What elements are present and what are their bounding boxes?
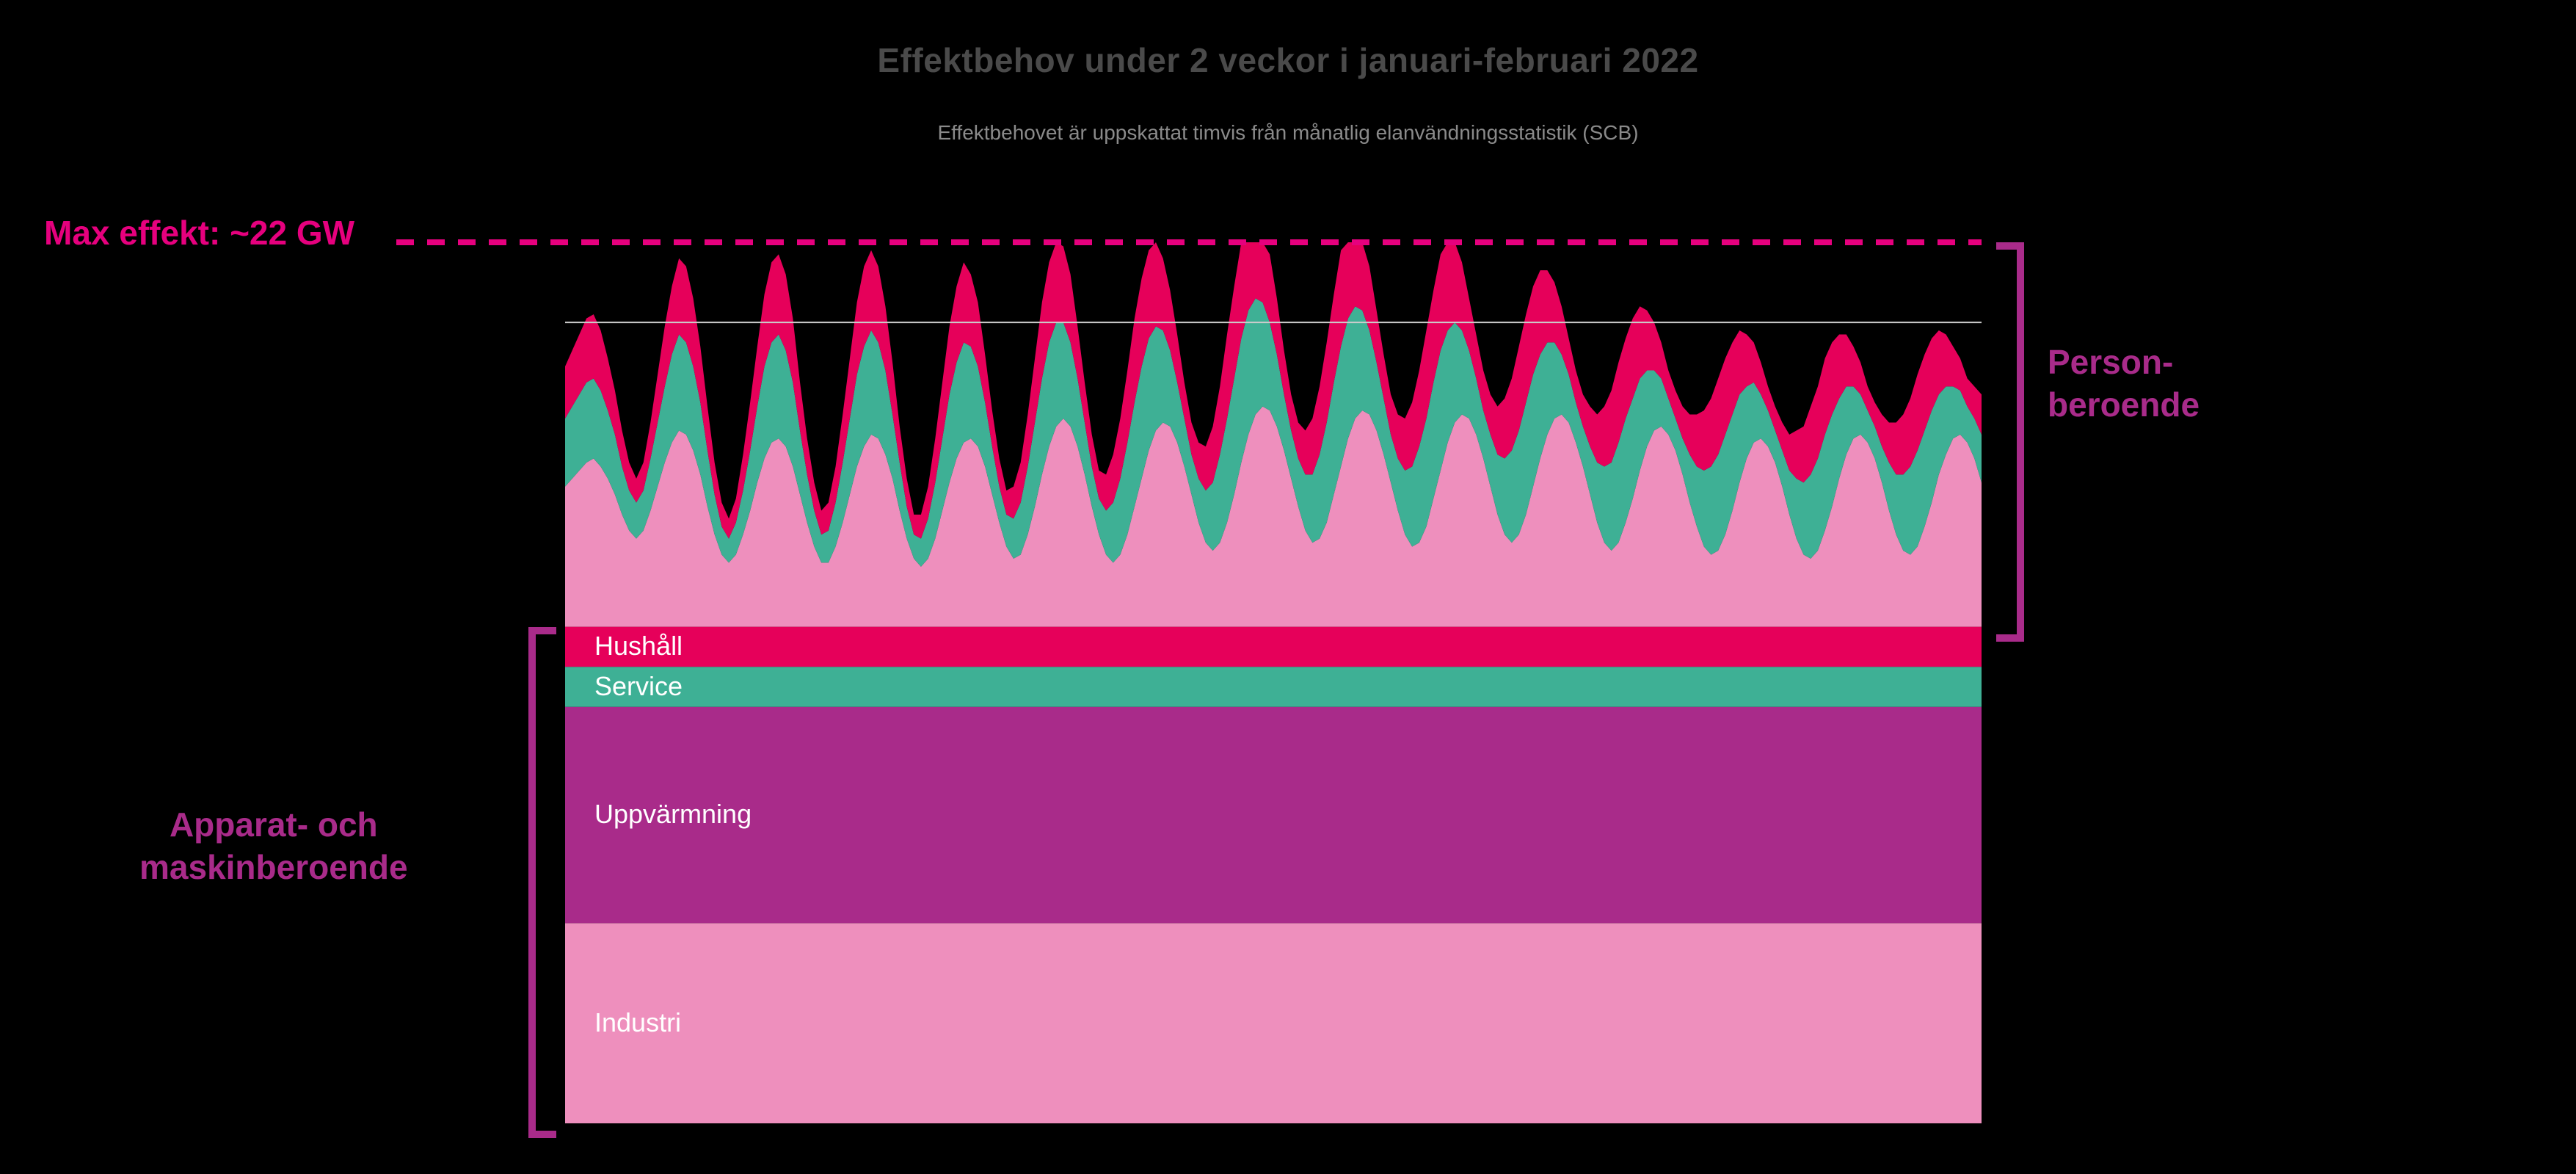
left-annotation-label: Apparat- och maskinberoende — [139, 804, 408, 888]
left-annotation-line2: maskinberoende — [139, 847, 408, 889]
right-annotation-line1: Person- — [2048, 341, 2200, 384]
right-annotation-line2: beroende — [2048, 384, 2200, 427]
stacked-area-chart — [0, 0, 2576, 1174]
band-label-industri: Industri — [594, 1007, 681, 1038]
right-annotation-label: Person- beroende — [2048, 341, 2200, 426]
band-label-uppvarm: Uppvärmning — [594, 799, 752, 830]
band-label-service_b: Service — [594, 671, 683, 702]
band-label-hushall_b: Hushåll — [594, 631, 683, 662]
left-annotation-line1: Apparat- och — [139, 804, 408, 847]
left-bracket — [528, 627, 556, 1138]
right-bracket — [1996, 242, 2024, 642]
